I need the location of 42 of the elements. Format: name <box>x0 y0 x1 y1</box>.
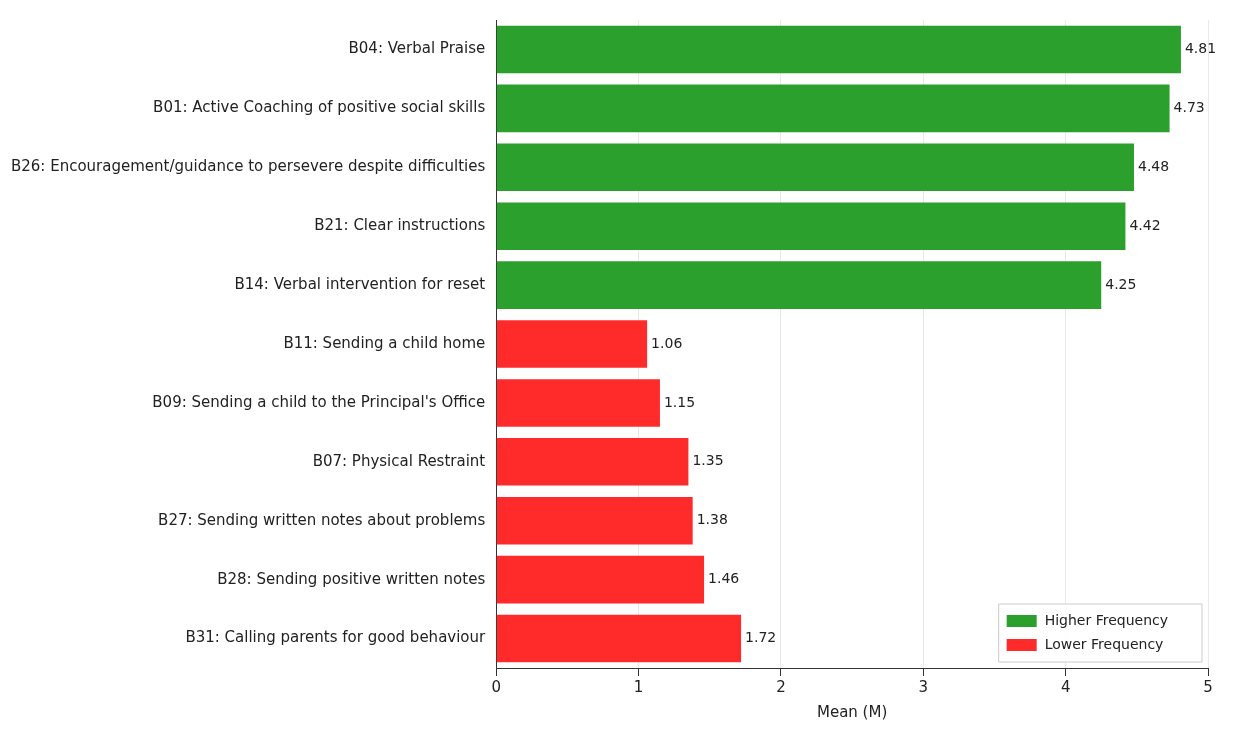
legend-label: Lower Frequency <box>1044 635 1164 652</box>
x-tick-label: 3 <box>918 677 929 696</box>
y-tick-label: B01: Active Coaching of positive social skills <box>153 98 486 117</box>
data-label: 1.38 <box>696 511 728 528</box>
x-tick-label: 2 <box>776 677 786 696</box>
x-tick-label: 1 <box>633 677 644 696</box>
x-tick-label: 4 <box>1060 677 1071 696</box>
y-tick-label: B09: Sending a child to the Principal's Office <box>152 392 486 411</box>
bar <box>496 202 1126 250</box>
bar <box>496 320 648 368</box>
y-tick-label: B28: Sending positive written notes <box>217 569 486 588</box>
bar <box>496 25 1181 74</box>
x-tick-label: 0 <box>491 677 501 696</box>
data-label: 1.15 <box>663 393 696 410</box>
data-label: 4.48 <box>1137 157 1170 174</box>
y-tick-label: B31: Calling parents for good behaviour <box>185 628 487 647</box>
bar <box>496 261 1102 309</box>
y-tick-label: B14: Verbal intervention for reset <box>234 274 486 293</box>
bar <box>496 84 1170 133</box>
x-axis-title: Mean (M) <box>816 702 888 721</box>
y-tick-label: B07: Physical Restraint <box>312 451 486 470</box>
data-label: 1.46 <box>708 570 740 587</box>
data-label: 4.81 <box>1184 40 1217 57</box>
bar <box>496 143 1134 192</box>
y-tick-label: B26: Encouragement/guidance to persevere despite difficulties <box>10 157 486 176</box>
data-label: 1.35 <box>692 452 724 469</box>
data-label: 4.73 <box>1173 99 1205 115</box>
bar <box>496 379 660 427</box>
bar <box>496 555 705 604</box>
bar <box>496 496 693 545</box>
data-label: 1.06 <box>651 334 683 351</box>
y-tick-label: B04: Verbal Praise <box>348 39 486 58</box>
data-label: 4.25 <box>1105 275 1137 292</box>
y-tick-label: B11: Sending a child home <box>283 333 486 352</box>
legend-label: Higher Frequency <box>1044 611 1169 628</box>
y-tick-label: B21: Clear instructions <box>314 216 486 235</box>
data-label: 4.42 <box>1129 216 1161 233</box>
y-tick-label: B27: Sending written notes about problems <box>158 510 486 529</box>
bar <box>496 614 742 663</box>
x-tick-label: 5 <box>1203 677 1213 696</box>
bar <box>496 438 689 486</box>
data-label: 1.72 <box>745 629 777 646</box>
